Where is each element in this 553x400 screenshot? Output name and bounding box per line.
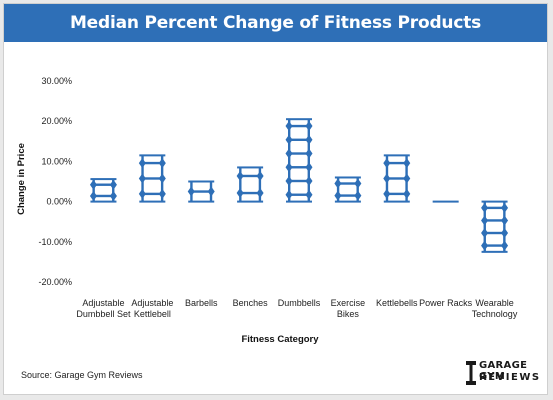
bar (334, 176, 362, 203)
chart-title: Median Percent Change of Fitness Product… (4, 4, 547, 42)
barbell-logo-icon (466, 361, 476, 385)
chart-card: Median Percent Change of Fitness Product… (3, 3, 548, 395)
y-axis-title: Change in Price (16, 143, 27, 215)
bar (187, 180, 215, 203)
garage-gym-reviews-logo: GARAGE GYM REVIEWS (465, 360, 545, 388)
x-tick-label: Dumbbell Set (76, 309, 131, 319)
x-tick-label: Wearable (475, 298, 513, 308)
bar (481, 200, 509, 253)
y-tick-label: -10.00% (38, 237, 72, 247)
bar (285, 118, 313, 203)
y-tick-label: 0.00% (46, 197, 72, 207)
y-tick-label: 30.00% (41, 76, 72, 86)
x-tick-label: Kettlebells (376, 298, 418, 308)
chart-plot: -20.00% -10.00% 0.00% 10.00% 20.00% 30.00% Ad… (16, 76, 518, 345)
y-tick-label: 20.00% (41, 116, 72, 126)
x-tick-label: Benches (233, 298, 269, 308)
x-tick-label: Barbells (185, 298, 218, 308)
bar (432, 200, 459, 203)
logo-text-bottom: REVIEWS (479, 372, 541, 383)
x-tick-label: Dumbbells (278, 298, 321, 308)
logo-text-top: GARAGE GYM (479, 360, 528, 382)
x-tick-label: Adjustable (131, 298, 173, 308)
x-tick-label: Power Racks (419, 298, 473, 308)
source-note: Source: Garage Gym Reviews (21, 370, 143, 380)
bar (138, 154, 166, 203)
x-tick-label: Kettlebell (134, 309, 171, 319)
x-tick-label: Exercise (331, 298, 366, 308)
y-axis: -20.00% -10.00% 0.00% 10.00% 20.00% 30.00% (38, 76, 72, 287)
y-tick-label: 10.00% (41, 156, 72, 166)
x-tick-label: Bikes (337, 309, 360, 319)
bar (236, 166, 264, 203)
y-tick-label: -20.00% (38, 277, 72, 287)
bar (383, 154, 411, 203)
bar-series (89, 118, 509, 253)
x-tick-label: Adjustable (82, 298, 124, 308)
x-tick-label: Technology (472, 309, 518, 319)
x-axis-title: Fitness Category (241, 334, 319, 345)
bar (89, 178, 117, 203)
